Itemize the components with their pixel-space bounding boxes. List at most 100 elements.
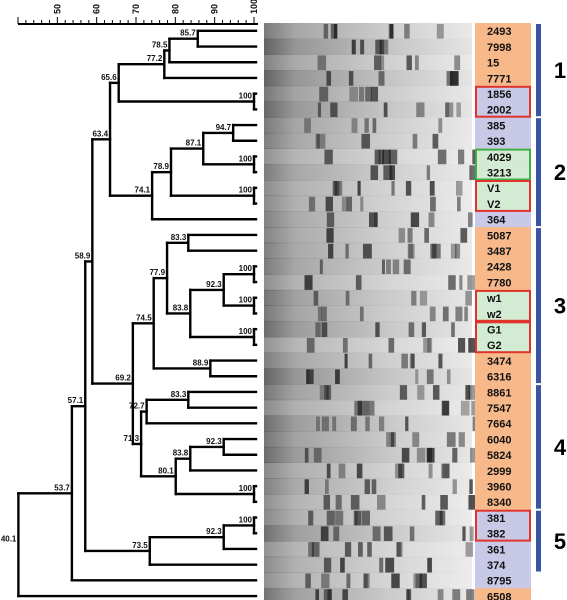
gel-band [369, 400, 375, 416]
gel-band [413, 573, 423, 589]
gel-band [411, 290, 417, 306]
node-similarity-label: 88.9 [193, 358, 209, 367]
gel-band [428, 212, 435, 228]
gel-band [391, 573, 400, 589]
gel-band [388, 24, 394, 39]
gel-band [351, 39, 356, 55]
strain-label: 6508 [487, 591, 511, 600]
gel-band [340, 557, 345, 573]
gel-band [462, 526, 466, 542]
gel-band [438, 118, 443, 133]
strain-label: w1 [486, 293, 502, 305]
highlight-box [475, 85, 531, 118]
gel-band [427, 557, 432, 573]
gel-band [405, 181, 412, 196]
strain-label-background [475, 588, 531, 600]
strain-label: w2 [486, 309, 502, 321]
gel-band [441, 463, 450, 479]
gel-band [464, 306, 468, 322]
gel-band [308, 510, 314, 526]
gel-band [381, 259, 385, 275]
strain-label-background [475, 446, 531, 463]
gel-band [315, 133, 320, 149]
gel-lane [264, 462, 472, 479]
node-similarity-label: 100 [239, 515, 253, 524]
gel-band [367, 542, 372, 557]
gel-band [396, 542, 401, 557]
node-similarity-label: 77.2 [147, 54, 163, 63]
gel-band [362, 400, 370, 416]
gel-band [313, 447, 322, 463]
gel-band [380, 55, 385, 71]
node-similarity-label: 100 [239, 296, 253, 305]
axis-tick-label: 70 [131, 4, 141, 14]
gel-band [442, 463, 450, 479]
gel-band [386, 259, 391, 275]
node-similarity-label: 40.1 [1, 535, 17, 544]
gel-band [446, 71, 453, 86]
gel-band [377, 495, 386, 510]
gel-band [470, 447, 480, 463]
node-similarity-label: 85.7 [180, 29, 196, 38]
highlight-box [475, 180, 531, 212]
gel-band [439, 510, 446, 526]
gel-image-panel [264, 23, 480, 600]
strain-label-background [475, 572, 531, 589]
gel-band [442, 306, 449, 322]
strain-label: 3960 [487, 482, 511, 494]
gel-lane [264, 70, 472, 87]
gel-band [446, 369, 451, 385]
gel-band [390, 432, 395, 447]
gel-band [360, 196, 364, 212]
gel-band [374, 55, 382, 71]
gel-band [451, 322, 455, 337]
strain-label: 382 [487, 529, 505, 541]
gel-band [401, 447, 410, 463]
gel-lane [264, 227, 472, 244]
strain-label-background [475, 399, 531, 416]
gel-band [432, 385, 440, 400]
gel-band [429, 306, 436, 322]
cluster-bar [536, 385, 541, 509]
gel-lane [264, 23, 472, 40]
gel-lane [264, 38, 472, 55]
cluster-number: 2 [554, 160, 566, 185]
gel-lane [264, 352, 472, 369]
gel-band [338, 463, 346, 479]
gel-band [326, 510, 335, 526]
strain-label: 8340 [487, 497, 511, 509]
highlight-box [475, 321, 531, 354]
gel-band [388, 338, 395, 353]
gel-band [421, 495, 426, 510]
gel-band [457, 196, 461, 212]
strain-label: 5087 [487, 230, 511, 242]
highlight-box [475, 148, 531, 181]
strain-label: 7771 [487, 73, 511, 85]
gel-band [304, 275, 313, 290]
strain-label-background [475, 541, 531, 558]
gel-band [405, 416, 409, 432]
cluster-markers: 1 2 3 4 5 [536, 24, 567, 572]
gel-band [430, 196, 436, 212]
gel-lane [264, 195, 472, 212]
strain-label-background [475, 525, 531, 542]
gel-band [355, 275, 362, 290]
gel-band [328, 243, 334, 259]
strain-label: 374 [487, 560, 506, 572]
node-similarity-label: 83.3 [171, 390, 187, 399]
gel-lane [264, 305, 472, 322]
axis-tick-label: 90 [210, 4, 220, 14]
gel-band [351, 118, 358, 133]
gel-band [407, 228, 413, 243]
strain-label-background [475, 509, 531, 526]
gel-band [372, 526, 381, 542]
axis-tick-label: 100 [249, 0, 259, 14]
gel-band [455, 306, 463, 322]
strain-label: 364 [487, 215, 506, 227]
node-similarity-label: 65.6 [101, 73, 117, 82]
strain-label: 7664 [487, 419, 512, 431]
gel-band [317, 102, 322, 118]
gel-band [408, 322, 415, 337]
gel-band [371, 479, 377, 494]
